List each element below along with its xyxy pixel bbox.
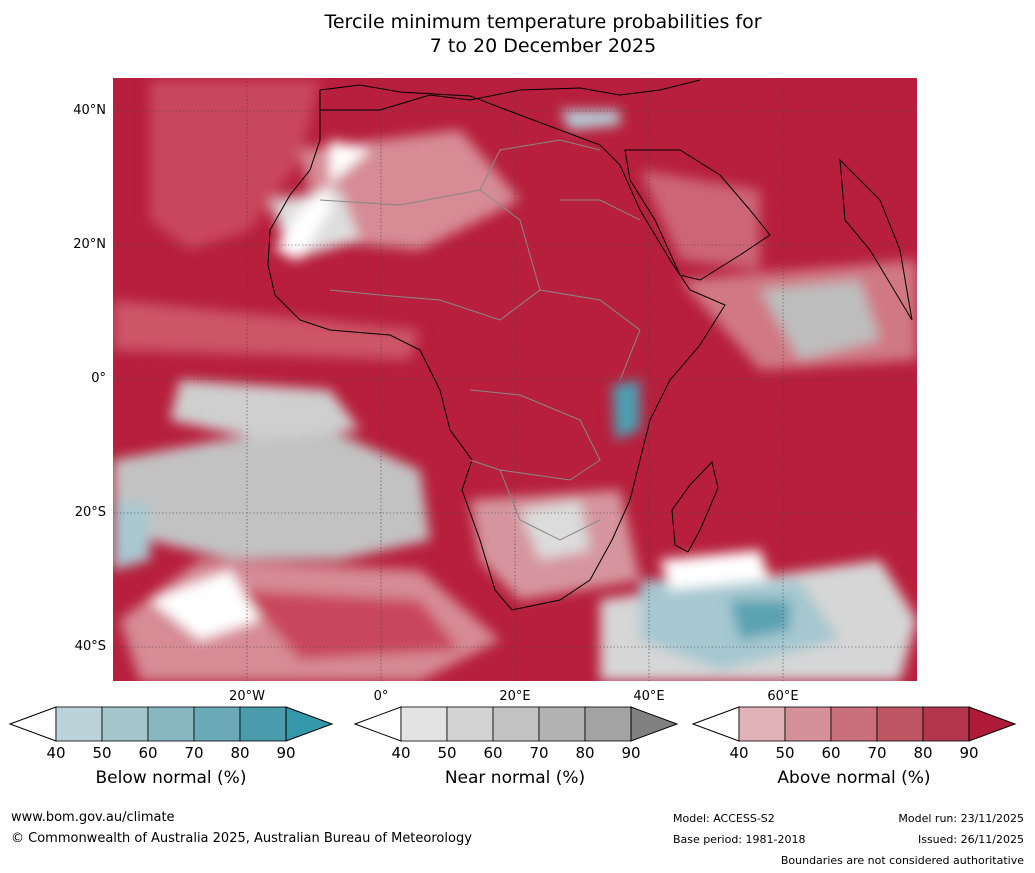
indian-white xyxy=(660,550,770,590)
south-africa-grey xyxy=(520,500,590,560)
lat-label-20s: 20°S xyxy=(74,505,106,520)
mediterranean-blue xyxy=(560,110,620,130)
lat-label-20n: 20°N xyxy=(73,237,106,252)
below-colorbar-segment xyxy=(101,706,149,742)
above-colorbar-segment xyxy=(784,706,832,742)
near-colorbar-segment xyxy=(400,706,448,742)
above-colorbar-tick: 40 xyxy=(729,744,749,762)
near-colorbar-segment xyxy=(538,706,586,742)
above-colorbar-tick: 80 xyxy=(913,744,933,762)
above-colorbar-min-triangle xyxy=(691,706,740,742)
equatorial-atlantic-band xyxy=(113,300,420,360)
colorbars xyxy=(8,706,1017,742)
below-colorbar-min-triangle xyxy=(8,706,57,742)
website-text: www.bom.gov.au/climate xyxy=(11,810,175,825)
near-colorbar-segment xyxy=(492,706,540,742)
near-colorbar-min-triangle xyxy=(353,706,402,742)
below-colorbar-max-triangle xyxy=(285,706,334,742)
europe-coastline xyxy=(320,79,701,111)
atlantic-blue xyxy=(113,500,150,570)
south-atlantic-white xyxy=(150,570,260,640)
india-outline xyxy=(839,158,913,321)
disclaimer-text: Boundaries are not considered authoritat… xyxy=(780,854,1024,867)
south-atlantic-grey-2 xyxy=(170,380,360,440)
above-colorbar-tick: 90 xyxy=(959,744,979,762)
above-colorbar-segment xyxy=(830,706,878,742)
arabia-outline xyxy=(624,149,771,281)
model-text: Model: ACCESS-S2 xyxy=(673,812,775,825)
copyright-text: © Commonwealth of Australia 2025, Austra… xyxy=(11,831,472,846)
lon-label-20w: 20°W xyxy=(229,689,265,704)
near-colorbar-tick: 80 xyxy=(575,744,595,762)
map-title: Tercile minimum temperature probabilitie… xyxy=(0,10,1035,58)
below-colorbar-tick: 60 xyxy=(138,744,158,762)
below-colorbar-tick: 70 xyxy=(184,744,204,762)
above-colorbar-tick: 50 xyxy=(775,744,795,762)
below-colorbar-segment xyxy=(193,706,241,742)
graticule xyxy=(113,78,917,681)
lat-label-40s: 40°S xyxy=(74,639,106,654)
south-atlantic-red xyxy=(240,590,460,660)
near-colorbar-tick: 90 xyxy=(621,744,641,762)
near-colorbar-segment xyxy=(584,706,632,742)
east-africa-blue xyxy=(612,380,640,440)
madagascar-outline xyxy=(671,460,719,553)
near-colorbar-tick: 60 xyxy=(483,744,503,762)
below-colorbar-segment xyxy=(239,706,287,742)
title-line-2: 7 to 20 December 2025 xyxy=(429,35,657,57)
below-colorbar-tick: 50 xyxy=(92,744,112,762)
africa-coastline xyxy=(267,84,726,611)
title-line-1: Tercile minimum temperature probabilitie… xyxy=(324,11,762,33)
above-colorbar-tick: 60 xyxy=(821,744,841,762)
below-colorbar-tick: 90 xyxy=(276,744,296,762)
above-colorbar-segment xyxy=(738,706,786,742)
lat-label-40n: 40°N xyxy=(73,103,106,118)
below-colorbar-segment xyxy=(147,706,195,742)
near-normal-title: Near normal (%) xyxy=(444,768,586,788)
above-colorbar-segment xyxy=(922,706,970,742)
below-colorbar-segment xyxy=(55,706,103,742)
lon-label-20e: 20°E xyxy=(499,689,531,704)
near-colorbar-segment xyxy=(446,706,494,742)
above-normal-title: Above normal (%) xyxy=(777,768,931,788)
base-period-text: Base period: 1981-2018 xyxy=(673,833,806,846)
model-run-text: Model run: 23/11/2025 xyxy=(898,812,1024,825)
lat-label-0: 0° xyxy=(91,371,106,386)
below-colorbar-tick: 80 xyxy=(230,744,250,762)
above-colorbar-segment xyxy=(876,706,924,742)
south-atlantic-grey xyxy=(113,430,430,560)
near-colorbar-max-triangle xyxy=(630,706,679,742)
issued-text: Issued: 26/11/2025 xyxy=(917,833,1024,846)
above-colorbar-tick: 70 xyxy=(867,744,887,762)
lon-label-60e: 60°E xyxy=(767,689,799,704)
lon-label-0: 0° xyxy=(373,689,389,704)
indian-ocean-grey xyxy=(760,280,880,360)
lon-label-40e: 40°E xyxy=(633,689,665,704)
near-colorbar-tick: 40 xyxy=(391,744,411,762)
below-colorbar-tick: 40 xyxy=(46,744,66,762)
atlantic-north-band xyxy=(150,80,320,250)
near-colorbar-tick: 70 xyxy=(529,744,549,762)
country-borders xyxy=(319,139,641,541)
below-normal-title: Below normal (%) xyxy=(95,768,247,788)
sw-indian-blue-core xyxy=(730,600,790,640)
above-colorbar-max-triangle xyxy=(968,706,1017,742)
near-colorbar-tick: 50 xyxy=(437,744,457,762)
